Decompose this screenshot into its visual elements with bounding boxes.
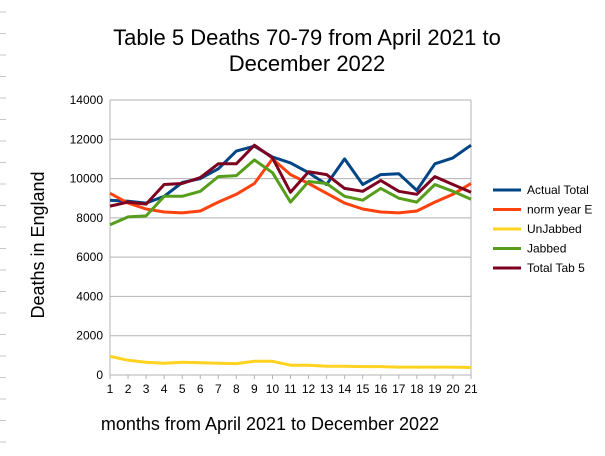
x-tick-label: 2: [125, 382, 132, 396]
x-tick-label: 7: [215, 382, 222, 396]
y-tick-label: 0: [96, 368, 103, 382]
x-tick-label: 4: [161, 382, 168, 396]
series-lines: [109, 143, 472, 369]
legend-label: Actual Total: [527, 183, 589, 197]
series-line-jabbed: [109, 158, 472, 227]
legend-label: Total Tab 5: [527, 261, 585, 275]
y-tick-label: 6000: [76, 250, 103, 264]
x-tick-label: 13: [320, 382, 334, 396]
legend-label: Jabbed: [527, 242, 566, 256]
legend-label: UnJabbed: [527, 222, 582, 236]
x-axis-tick-labels: 1 2 3 4 5 6 7 8 9 10 11 12 13 14 15 16 17 18 19 20 21: [107, 375, 478, 396]
y-axis-tick-labels: 0 2000 4000 6000 8000 10000 12000 14000: [70, 93, 104, 382]
x-tick-label: 6: [197, 382, 204, 396]
y-tick-label: 10000: [70, 172, 104, 186]
series-line-total-tab-5: [109, 143, 472, 208]
y-tick-label: 8000: [76, 211, 103, 225]
x-tick-label: 5: [179, 382, 186, 396]
x-tick-label: 12: [302, 382, 316, 396]
y-tick-label: 2000: [76, 329, 103, 343]
y-tick-label: 12000: [70, 132, 104, 146]
x-tick-label: 19: [428, 382, 442, 396]
chart-title-line-2: December 2022: [229, 51, 386, 76]
plot-area: [109, 100, 472, 375]
x-tick-label: 21: [464, 382, 478, 396]
x-axis-title: months from April 2021 to December 2022: [101, 414, 439, 434]
series-line-actual-total: [109, 143, 472, 205]
series-line-norm-year-e: [109, 157, 472, 215]
x-tick-label: 3: [143, 382, 150, 396]
series-line-unjabbed: [109, 354, 472, 369]
legend: Actual Total norm year E UnJabbed Jabbed Tot…: [493, 183, 592, 275]
x-tick-label: 17: [392, 382, 406, 396]
legend-label: norm year E: [527, 203, 592, 217]
x-tick-label: 11: [284, 382, 297, 396]
y-tick-label: 4000: [76, 289, 103, 303]
x-tick-label: 10: [266, 382, 280, 396]
chart-title-line-1: Table 5 Deaths 70-79 from April 2021 to: [113, 25, 501, 50]
x-tick-label: 16: [374, 382, 388, 396]
y-axis-title: Deaths in England: [28, 171, 48, 318]
gridlines: [110, 99, 471, 376]
x-tick-label: 1: [107, 382, 114, 396]
x-tick-label: 8: [233, 382, 240, 396]
left-edge-tick-marks: [0, 11, 6, 443]
x-tick-label: 18: [410, 382, 424, 396]
x-tick-label: 14: [338, 382, 352, 396]
x-tick-label: 15: [356, 382, 370, 396]
x-tick-label: 9: [251, 382, 258, 396]
y-tick-label: 14000: [70, 93, 104, 107]
x-tick-label: 20: [446, 382, 460, 396]
